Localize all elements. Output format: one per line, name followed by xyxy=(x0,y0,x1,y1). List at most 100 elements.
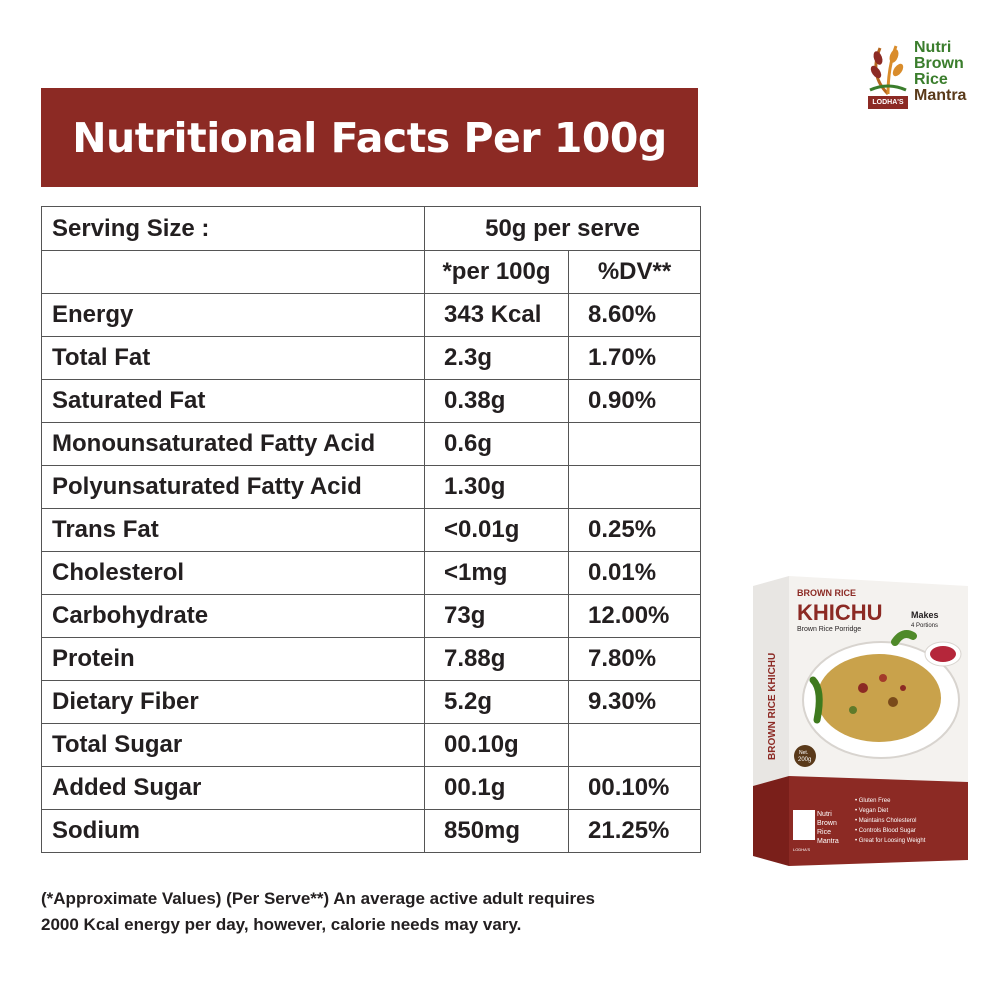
nutrient-dv xyxy=(568,723,701,767)
nutrient-row: Polyunsaturated Fatty Acid 1.30g xyxy=(41,465,701,509)
nutrient-row: Total Sugar 00.10g xyxy=(41,723,701,767)
nutrient-name: Total Fat xyxy=(41,336,425,380)
box-brand-4: Mantra xyxy=(817,838,839,845)
box-net-label: Net. xyxy=(799,750,808,756)
nutrient-dv: 00.10% xyxy=(568,766,701,810)
nutrient-name: Monounsaturated Fatty Acid xyxy=(41,422,425,466)
box-subtitle: Brown Rice Porridge xyxy=(797,626,861,633)
nutrient-dv: 12.00% xyxy=(568,594,701,638)
nutrient-per-100g: 343 Kcal xyxy=(424,293,569,337)
nutrient-dv: 7.80% xyxy=(568,637,701,681)
nutrient-row: Sodium 850mg 21.25% xyxy=(41,809,701,853)
serving-size-row: Serving Size : 50g per serve xyxy=(41,206,701,251)
nutrient-per-100g: 0.6g xyxy=(424,422,569,466)
weight-badge xyxy=(794,745,816,767)
nutrient-dv: 9.30% xyxy=(568,680,701,724)
product-box-image: BROWN RICE KHICHU Brown Rice Porridge Ma… xyxy=(753,576,968,866)
nutrient-dv: 1.70% xyxy=(568,336,701,380)
green-chili xyxy=(809,676,823,724)
nutrient-name: Polyunsaturated Fatty Acid xyxy=(41,465,425,509)
nutrient-per-100g: 00.10g xyxy=(424,723,569,767)
box-side-bottom xyxy=(753,776,789,866)
box-brand-1: Nutri xyxy=(817,811,832,818)
nutrient-name: Saturated Fat xyxy=(41,379,425,423)
nutrient-per-100g: 73g xyxy=(424,594,569,638)
nutrient-dv: 21.25% xyxy=(568,809,701,853)
box-top-label: BROWN RICE xyxy=(797,588,856,598)
box-brand-3: Rice xyxy=(817,829,831,836)
header-per-100g: *per 100g xyxy=(424,250,569,294)
nutrient-row: Protein 7.88g 7.80% xyxy=(41,637,701,681)
box-feature-5: • Great for Loosing Weight xyxy=(855,838,926,844)
brand-logo: LODHA'S Nutri Brown Rice Mantra xyxy=(866,38,976,112)
box-feature-1: • Gluten Free xyxy=(855,798,891,804)
nutrient-name: Cholesterol xyxy=(41,551,425,595)
nutrient-row: Monounsaturated Fatty Acid 0.6g xyxy=(41,422,701,466)
box-feature-2: • Vegan Diet xyxy=(855,808,888,814)
nutrient-per-100g: 2.3g xyxy=(424,336,569,380)
nutrient-row: Trans Fat <0.01g 0.25% xyxy=(41,508,701,552)
nutrient-dv: 0.90% xyxy=(568,379,701,423)
box-brand-2: Brown xyxy=(817,820,837,827)
nutrient-row: Total Fat 2.3g 1.70% xyxy=(41,336,701,380)
page-title: Nutritional Facts Per 100g xyxy=(72,113,667,162)
footnote: (*Approximate Values) (Per Serve**) An a… xyxy=(41,886,661,938)
box-weight: 200g xyxy=(798,757,811,763)
nutrient-name: Total Sugar xyxy=(41,723,425,767)
ingredient-bowl xyxy=(930,646,956,662)
header-blank-cell xyxy=(41,250,425,294)
nutrient-per-100g: <0.01g xyxy=(424,508,569,552)
nutrient-dv: 0.25% xyxy=(568,508,701,552)
box-brand-mark xyxy=(793,810,815,840)
logo-wordmark: Nutri Brown Rice Mantra xyxy=(914,40,966,104)
box-feature-4: • Controls Blood Sugar xyxy=(855,828,916,834)
title-banner: Nutritional Facts Per 100g xyxy=(41,88,698,187)
nutrient-per-100g: 7.88g xyxy=(424,637,569,681)
nutrient-name: Dietary Fiber xyxy=(41,680,425,724)
column-header-row: *per 100g %DV** xyxy=(41,250,701,294)
nutrient-name: Energy xyxy=(41,293,425,337)
nutrient-per-100g: 5.2g xyxy=(424,680,569,724)
header-dv: %DV** xyxy=(568,250,701,294)
nutrient-name: Trans Fat xyxy=(41,508,425,552)
box-brand-badge: LODHA'S xyxy=(793,847,811,852)
porridge xyxy=(817,654,941,742)
logo-line-2: Brown xyxy=(914,55,964,72)
nutrient-per-100g: 0.38g xyxy=(424,379,569,423)
nutrient-per-100g: <1mg xyxy=(424,551,569,595)
nutrient-name: Sodium xyxy=(41,809,425,853)
nutrient-name: Added Sugar xyxy=(41,766,425,810)
nutrient-row: Saturated Fat 0.38g 0.90% xyxy=(41,379,701,423)
box-makes: Makes xyxy=(911,610,939,620)
footnote-line-1: (*Approximate Values) (Per Serve**) An a… xyxy=(41,889,595,908)
footnote-line-2: 2000 Kcal energy per day, however, calor… xyxy=(41,915,522,934)
box-front-bottom xyxy=(789,776,968,866)
nutrition-table: Serving Size : 50g per serve *per 100g %… xyxy=(41,206,701,853)
nutrient-dv xyxy=(568,422,701,466)
serving-size-value: 50g per serve xyxy=(424,206,701,251)
nutrient-name: Protein xyxy=(41,637,425,681)
nutrient-name: Carbohydrate xyxy=(41,594,425,638)
nutrient-row: Energy 343 Kcal 8.60% xyxy=(41,293,701,337)
nutrient-per-100g: 1.30g xyxy=(424,465,569,509)
box-side-text: BROWN RICE KHICHU xyxy=(767,653,778,760)
nutrient-row: Added Sugar 00.1g 00.10% xyxy=(41,766,701,810)
nutrient-row: Dietary Fiber 5.2g 9.30% xyxy=(41,680,701,724)
box-feature-3: • Maintains Cholesterol xyxy=(855,818,916,824)
logo-line-4: Mantra xyxy=(914,87,967,104)
nutrient-row: Carbohydrate 73g 12.00% xyxy=(41,594,701,638)
nutrient-per-100g: 00.1g xyxy=(424,766,569,810)
logo-badge: LODHA'S xyxy=(868,96,908,109)
logo-line-3: Rice xyxy=(914,71,948,88)
nutrient-dv xyxy=(568,465,701,509)
nutrient-row: Cholesterol <1mg 0.01% xyxy=(41,551,701,595)
rice-stalk-logo-icon xyxy=(869,45,907,96)
leaf xyxy=(891,630,917,646)
nutrient-per-100g: 850mg xyxy=(424,809,569,853)
logo-line-1: Nutri xyxy=(914,39,952,56)
nutrient-dv: 0.01% xyxy=(568,551,701,595)
serving-size-label: Serving Size : xyxy=(41,206,425,251)
box-portions: 4 Portions xyxy=(911,623,938,629)
nutrient-dv: 8.60% xyxy=(568,293,701,337)
box-product-name: KHICHU xyxy=(797,600,883,625)
